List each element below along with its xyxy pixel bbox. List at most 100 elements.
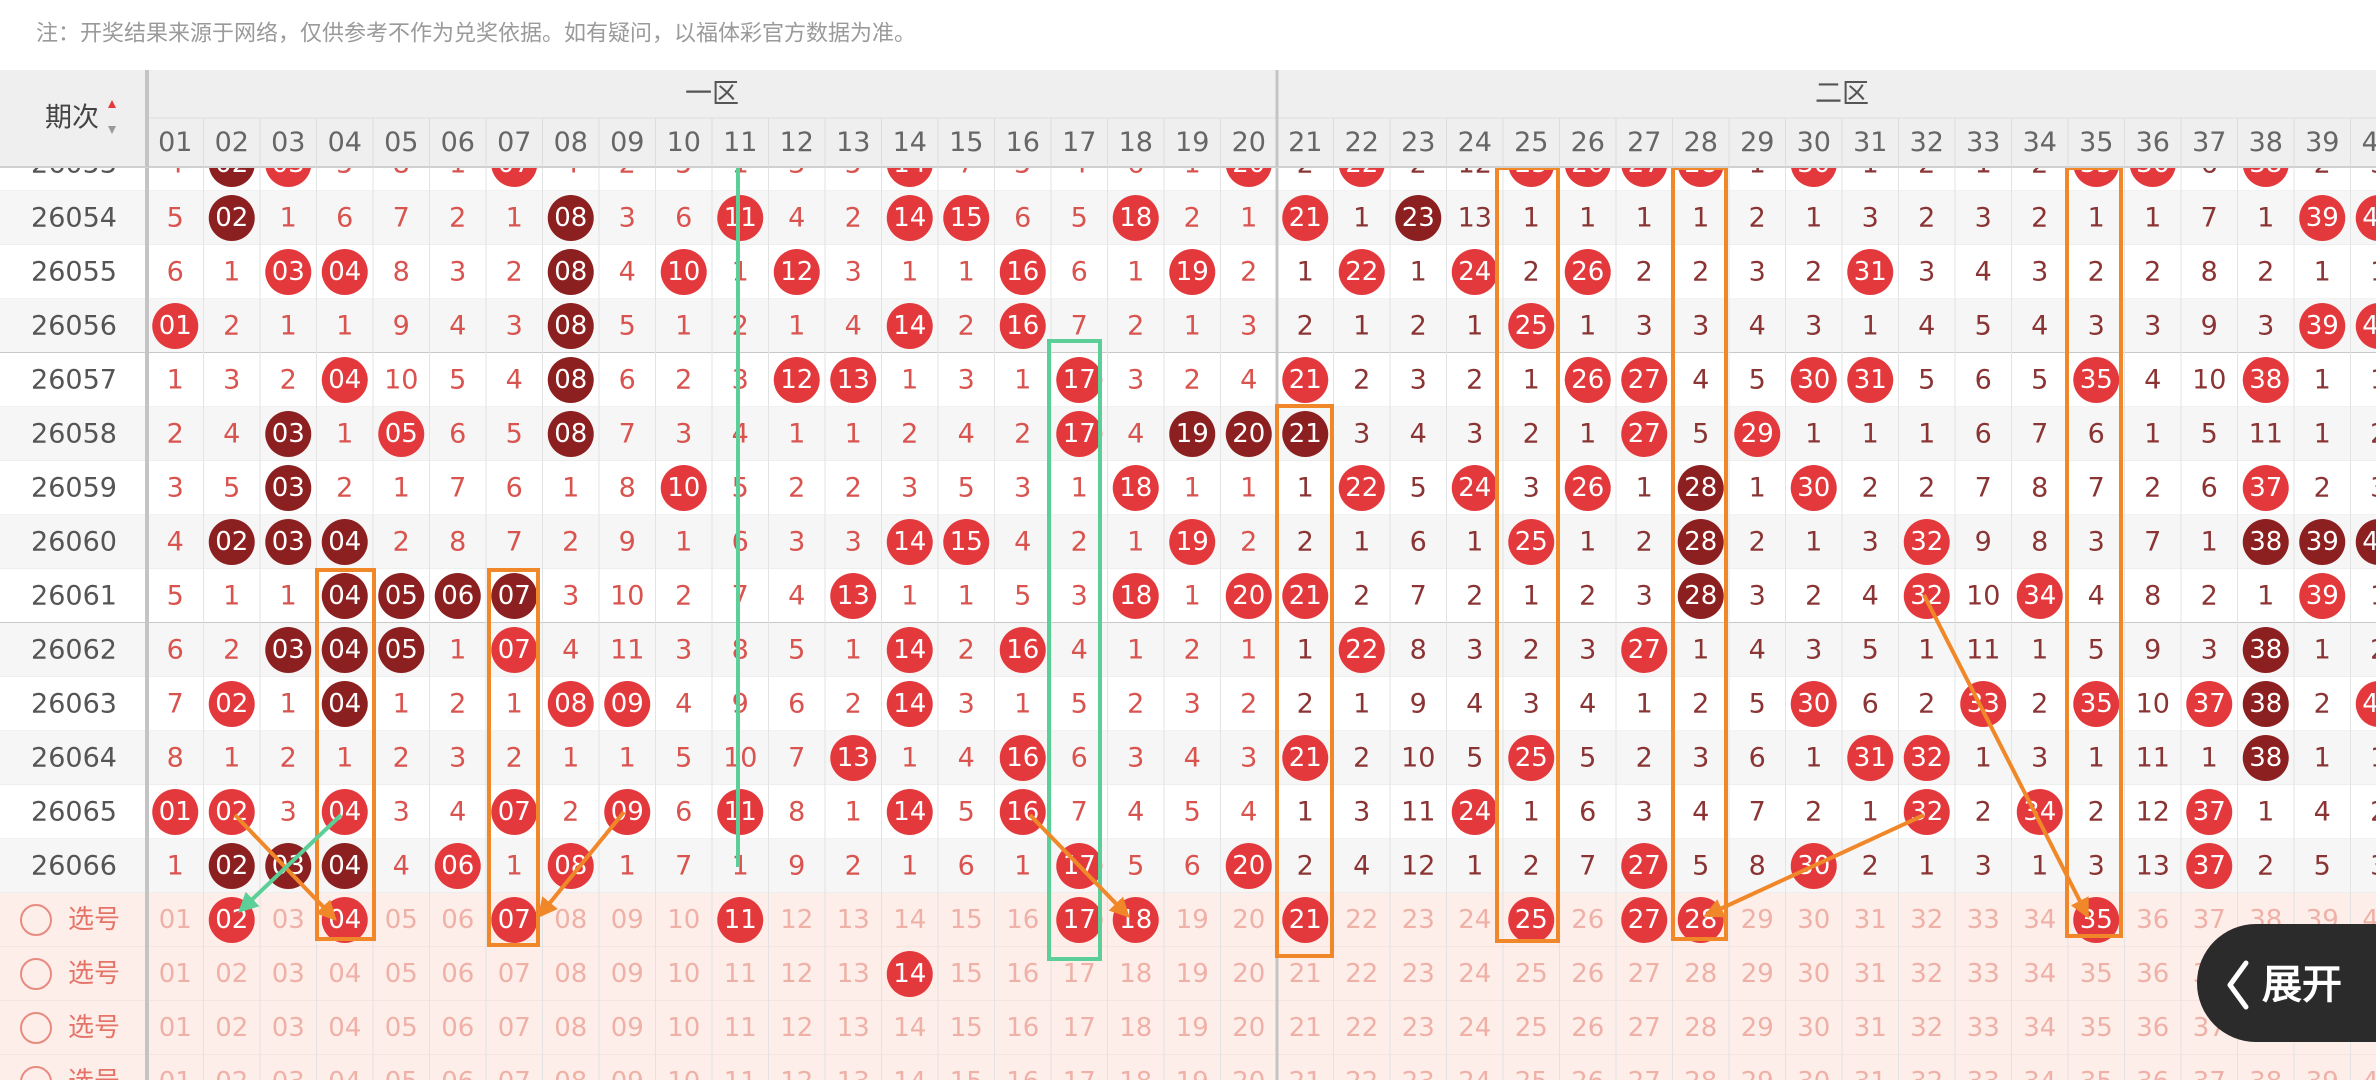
miss-count: 1 — [2370, 581, 2376, 612]
option-number: 24 — [1458, 905, 1491, 935]
ball — [1282, 735, 1329, 781]
miss-count: 2 — [2088, 257, 2105, 288]
ball — [1225, 843, 1272, 889]
miss-count: 3 — [1466, 635, 1483, 666]
miss-count: 2 — [2144, 473, 2161, 504]
period-header: 期次 — [45, 103, 99, 134]
miss-count: 1 — [2370, 365, 2376, 396]
miss-count: 10 — [2192, 365, 2226, 396]
miss-count: 1 — [1918, 419, 1935, 450]
ball — [2186, 681, 2233, 727]
miss-count: 6 — [1975, 365, 1992, 396]
option-number: 31 — [1854, 1013, 1887, 1043]
column-number: 10 — [667, 127, 701, 158]
ball — [547, 843, 594, 889]
select-radio — [20, 1012, 52, 1044]
miss-count: 1 — [2257, 581, 2274, 612]
option-number: 03 — [272, 1013, 305, 1043]
miss-count: 2 — [1749, 527, 1766, 558]
column-number: 35 — [2079, 127, 2113, 158]
option-number: 34 — [2023, 959, 2056, 989]
ball — [321, 249, 368, 295]
miss-count: 1 — [223, 743, 240, 774]
miss-count: 1 — [2088, 203, 2105, 234]
miss-count: 6 — [732, 527, 749, 558]
option-number: 32 — [1910, 1067, 1943, 1080]
ball-number: 03 — [272, 635, 305, 665]
option-number: 35 — [2080, 1067, 2113, 1080]
miss-count: 1 — [2370, 743, 2376, 774]
miss-count: 2 — [2314, 473, 2331, 504]
column-number: 33 — [1966, 127, 2000, 158]
option-number: 20 — [1232, 1067, 1265, 1080]
button-bg[interactable] — [2197, 924, 2376, 1042]
miss-count: 5 — [788, 635, 805, 666]
miss-count: 4 — [1014, 527, 1031, 558]
ball — [208, 843, 255, 889]
miss-count: 3 — [1692, 311, 1709, 342]
miss-count: 2 — [1636, 743, 1653, 774]
ball — [2242, 519, 2289, 565]
ball — [265, 465, 312, 511]
option-number: 15 — [950, 959, 983, 989]
selection-bg — [0, 947, 2376, 1001]
ball-number: 14 — [893, 203, 926, 233]
ball-number: 27 — [1628, 419, 1661, 449]
selected-ball — [491, 897, 538, 943]
miss-count: 1 — [2144, 203, 2161, 234]
ball-number: 05 — [385, 581, 418, 611]
ball — [1225, 573, 1272, 619]
ball — [1112, 465, 1159, 511]
ball-number: 06 — [441, 851, 474, 881]
selection-bg — [0, 1001, 2376, 1055]
period: 26059 — [31, 473, 117, 504]
miss-count: 3 — [1749, 581, 1766, 612]
option-number: 16 — [1006, 959, 1039, 989]
option-number: 02 — [215, 1013, 248, 1043]
miss-count: 5 — [1918, 365, 1935, 396]
option-number: 09 — [611, 959, 644, 989]
option-number: 14 — [893, 1013, 926, 1043]
miss-count: 3 — [845, 527, 862, 558]
option-number: 01 — [159, 1067, 192, 1080]
option-number: 08 — [554, 1013, 587, 1043]
miss-count: 2 — [1523, 419, 1540, 450]
expand-button[interactable]: 展开 — [2197, 924, 2376, 1042]
ball-number: 32 — [1910, 527, 1943, 557]
button-label[interactable]: 展开 — [2262, 962, 2342, 1008]
miss-count: 1 — [506, 689, 523, 720]
miss-count: 7 — [1071, 311, 1088, 342]
ball — [1112, 573, 1159, 619]
miss-count: 1 — [675, 527, 692, 558]
miss-count: 2 — [1127, 689, 1144, 720]
ball — [999, 303, 1046, 349]
miss-count: 1 — [1466, 527, 1483, 558]
ball-number: 09 — [611, 689, 644, 719]
option-number: 23 — [1402, 905, 1435, 935]
option-number: 14 — [893, 1067, 926, 1080]
ball — [378, 627, 425, 673]
ball-number: 04 — [328, 851, 361, 881]
miss-count: 2 — [1466, 365, 1483, 396]
column-number: 23 — [1401, 127, 1435, 158]
miss-count: 1 — [1523, 797, 1540, 828]
ball — [547, 411, 594, 457]
ball — [265, 627, 312, 673]
miss-count: 1 — [1523, 581, 1540, 612]
miss-count: 3 — [1805, 635, 1822, 666]
column-number: 25 — [1514, 127, 1548, 158]
ball — [1564, 357, 1611, 403]
ball — [830, 735, 877, 781]
ball — [1056, 411, 1103, 457]
chevron-icon[interactable] — [2227, 960, 2249, 1010]
ball-number: 40 — [2362, 689, 2376, 719]
miss-count: 6 — [619, 365, 636, 396]
miss-count: 4 — [1071, 635, 1088, 666]
arrow — [1922, 594, 2089, 919]
miss-count: 1 — [1127, 635, 1144, 666]
option-number: 28 — [1684, 959, 1717, 989]
ball — [943, 519, 990, 565]
ball — [1395, 195, 1442, 241]
ball-number: 11 — [724, 203, 757, 233]
miss-count: 2 — [280, 743, 297, 774]
